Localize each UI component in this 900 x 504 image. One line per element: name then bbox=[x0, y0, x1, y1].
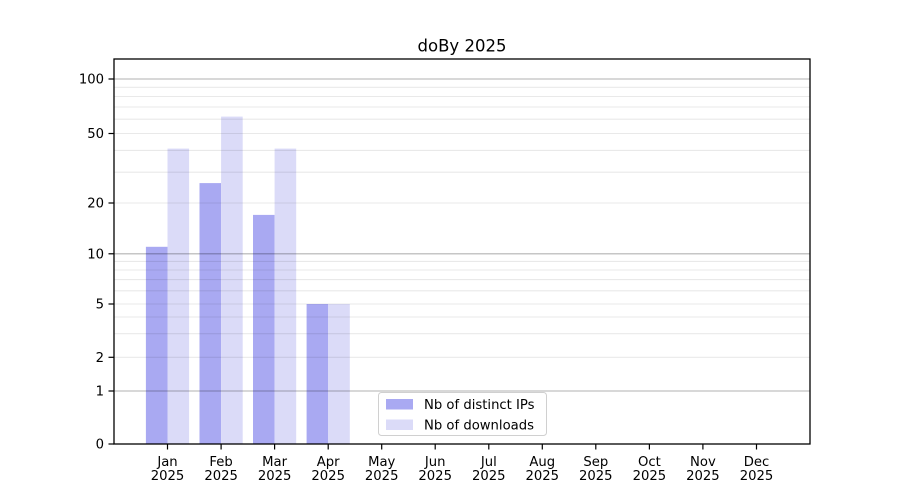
x-tick-label: May 2025 bbox=[365, 455, 399, 484]
x-tick-label: Dec 2025 bbox=[740, 455, 774, 484]
legend-label: Nb of distinct IPs bbox=[424, 398, 535, 413]
x-tick-label: Jul 2025 bbox=[472, 455, 506, 484]
bar bbox=[145, 246, 168, 444]
x-tick-label: Jun 2025 bbox=[418, 455, 452, 484]
x-tick-month: Sep bbox=[583, 455, 608, 470]
bars-layer bbox=[145, 116, 350, 444]
y-axis: 0 1 2 5 10 20 50 100 bbox=[79, 73, 114, 453]
bar bbox=[274, 148, 297, 444]
legend: Nb of distinct IPs Nb of downloads bbox=[378, 392, 547, 436]
x-tick-year: 2025 bbox=[686, 469, 720, 484]
x-tick-month: Mar bbox=[262, 455, 287, 470]
x-tick-month: Feb bbox=[209, 455, 232, 470]
x-tick-month: Oct bbox=[638, 455, 661, 470]
y-tick-label: 1 bbox=[96, 385, 104, 400]
bar bbox=[199, 183, 222, 444]
legend-swatch bbox=[386, 399, 413, 410]
chart-title: doBy 2025 bbox=[418, 37, 507, 56]
x-tick-label: Oct 2025 bbox=[633, 455, 667, 484]
gridlines bbox=[114, 78, 810, 392]
x-tick-year: 2025 bbox=[740, 469, 774, 484]
bar bbox=[167, 148, 190, 444]
bar bbox=[328, 304, 350, 444]
x-tick-year: 2025 bbox=[633, 469, 667, 484]
x-tick-year: 2025 bbox=[204, 469, 238, 484]
x-tick-month: Apr bbox=[317, 455, 340, 470]
x-tick-month: Jul bbox=[480, 455, 497, 470]
x-tick-month: Dec bbox=[744, 455, 770, 470]
x-tick-year: 2025 bbox=[472, 469, 506, 484]
x-tick-year: 2025 bbox=[258, 469, 292, 484]
x-tick-label: Mar 2025 bbox=[258, 455, 292, 484]
x-tick-year: 2025 bbox=[365, 469, 399, 484]
x-tick-label: Nov 2025 bbox=[686, 455, 720, 484]
x-tick-label: Sep 2025 bbox=[579, 455, 613, 484]
x-tick-label: Feb 2025 bbox=[204, 455, 238, 484]
x-tick-month: Jun bbox=[424, 455, 446, 470]
legend-swatch bbox=[386, 419, 413, 430]
y-tick-label: 50 bbox=[87, 127, 104, 142]
y-tick-label: 0 bbox=[96, 438, 104, 453]
y-tick-label: 100 bbox=[79, 73, 104, 88]
y-tick-label: 5 bbox=[96, 298, 104, 313]
legend-box bbox=[378, 392, 547, 436]
y-tick-label: 2 bbox=[96, 351, 104, 366]
legend-label: Nb of downloads bbox=[424, 418, 534, 433]
x-tick-year: 2025 bbox=[579, 469, 613, 484]
x-tick-month: Aug bbox=[529, 455, 555, 470]
x-tick-year: 2025 bbox=[151, 469, 185, 484]
bar bbox=[253, 214, 275, 444]
x-tick-year: 2025 bbox=[418, 469, 452, 484]
plot-border bbox=[113, 58, 811, 445]
x-tick-label: Jan 2025 bbox=[151, 455, 185, 484]
x-tick-label: Apr 2025 bbox=[311, 455, 345, 484]
bar bbox=[306, 304, 329, 444]
y-tick-label: 20 bbox=[87, 197, 104, 212]
x-tick-year: 2025 bbox=[526, 469, 560, 484]
x-tick-month: Jan bbox=[156, 455, 177, 470]
x-tick-year: 2025 bbox=[311, 469, 345, 484]
x-tick-month: Nov bbox=[690, 455, 716, 470]
x-tick-month: May bbox=[368, 455, 395, 470]
x-tick-label: Aug 2025 bbox=[526, 455, 560, 484]
bar bbox=[221, 116, 243, 444]
y-tick-label: 10 bbox=[87, 248, 104, 263]
